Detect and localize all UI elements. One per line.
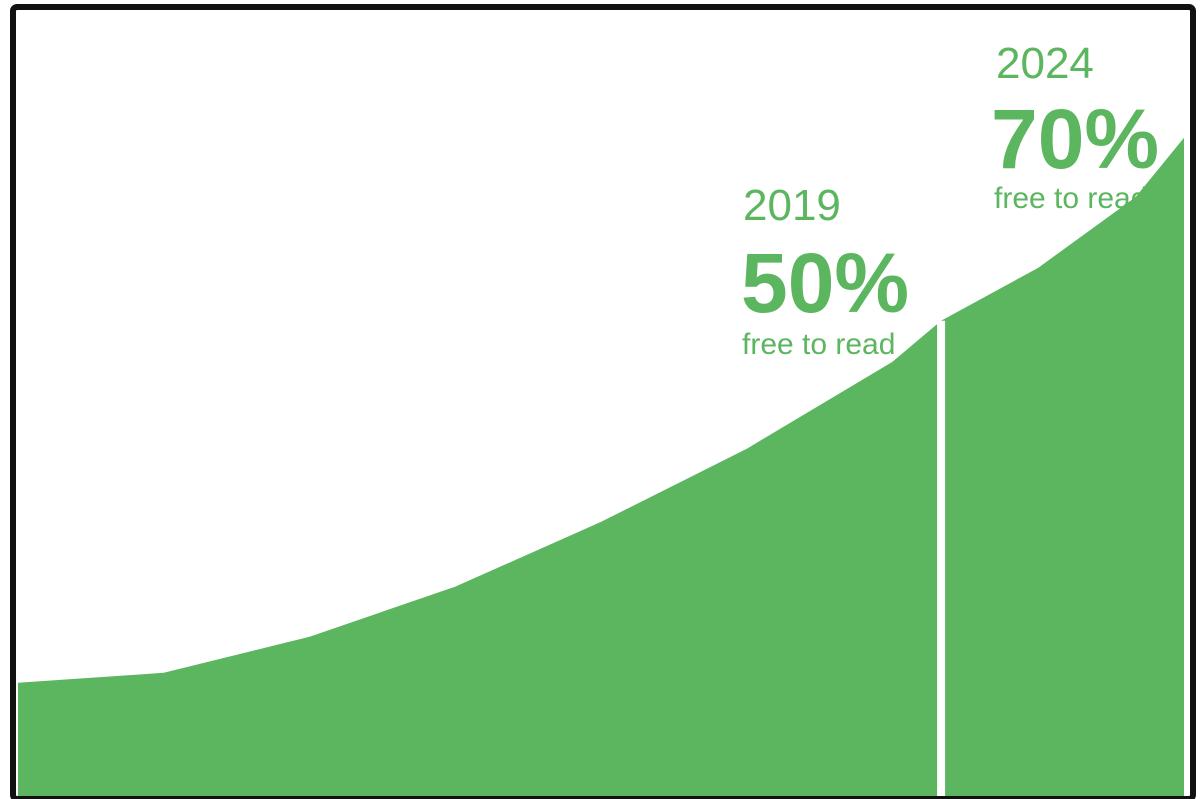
annotation-year: 2019 xyxy=(743,181,841,230)
chart-border xyxy=(10,4,1196,799)
annotation-value: 70% xyxy=(991,92,1159,186)
annotation-2019: 2019 50% free to read xyxy=(741,181,909,361)
annotation-caption: free to read xyxy=(994,182,1147,215)
annotation-year: 2024 xyxy=(996,39,1094,88)
area-series xyxy=(18,137,1184,797)
annotation-value: 50% xyxy=(741,236,909,330)
annotation-caption: free to read xyxy=(742,328,895,361)
annotation-2024: 2024 70% free to read xyxy=(991,39,1159,215)
